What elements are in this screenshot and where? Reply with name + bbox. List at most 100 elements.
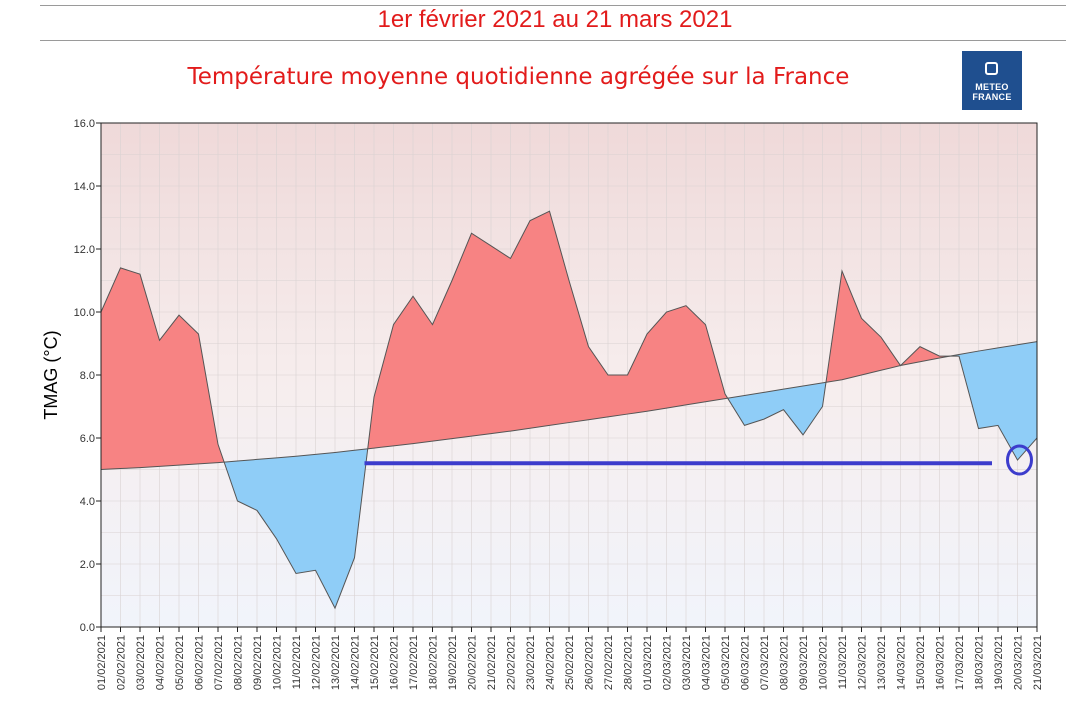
anomaly-area-segment xyxy=(861,318,881,375)
x-tick-label: 23/02/2021 xyxy=(525,635,537,690)
anomaly-area-segment xyxy=(276,456,296,574)
period-title: 1er février 2021 au 21 mars 2021 xyxy=(377,6,733,33)
x-tick-label: 06/03/2021 xyxy=(740,635,752,690)
anomaly-area-segment xyxy=(1017,341,1037,461)
anomaly-area-segment xyxy=(198,334,218,464)
anomaly-area-segment xyxy=(335,450,355,609)
anomaly-area-segment xyxy=(686,305,706,405)
y-tick-label: 10.0 xyxy=(74,307,95,319)
x-tick-label: 09/03/2021 xyxy=(798,635,810,690)
x-tick-label: 21/02/2021 xyxy=(486,635,498,690)
x-tick-label: 07/03/2021 xyxy=(759,635,771,690)
x-tick-label: 04/03/2021 xyxy=(701,635,713,690)
anomaly-area-segment xyxy=(237,459,257,511)
x-tick-label: 10/02/2021 xyxy=(272,635,284,690)
anomaly-area-segment xyxy=(530,211,550,429)
y-tick-label: 14.0 xyxy=(74,181,95,193)
anomaly-area-segment xyxy=(315,452,335,609)
meteo-france-logo: METEO FRANCE xyxy=(962,51,1022,110)
anomaly-area-segment xyxy=(120,267,140,469)
anomaly-area-segment xyxy=(705,324,725,402)
tmag-line xyxy=(101,210,1037,610)
y-tick-label: 0.0 xyxy=(80,622,95,634)
anomaly-area-segment xyxy=(647,312,667,412)
y-axis-label: TMAG (°C) xyxy=(41,330,61,419)
x-tick-label: 17/02/2021 xyxy=(408,635,420,690)
y-tick-label: 8.0 xyxy=(80,370,95,382)
x-tick-label: 20/03/2021 xyxy=(1013,635,1025,690)
anomaly-area-segment xyxy=(803,382,823,435)
anomaly-area-segment xyxy=(101,267,121,470)
x-tick-label: 17/03/2021 xyxy=(954,635,966,690)
x-tick-label: 11/03/2021 xyxy=(837,635,849,689)
x-tick-label: 14/02/2021 xyxy=(350,635,362,690)
x-tick-label: 15/02/2021 xyxy=(369,635,381,690)
y-tick-label: 4.0 xyxy=(80,496,95,508)
anomaly-area-segment xyxy=(881,337,901,371)
anomaly-area-segment xyxy=(627,334,647,415)
x-tick-label: 13/02/2021 xyxy=(330,635,342,690)
x-tick-label: 08/03/2021 xyxy=(779,635,791,690)
y-tick-label: 12.0 xyxy=(74,244,95,256)
x-tick-label: 20/02/2021 xyxy=(467,635,479,690)
y-tick-label: 16.0 xyxy=(74,118,95,130)
x-tick-label: 01/03/2021 xyxy=(642,635,654,690)
x-tick-label: 10/03/2021 xyxy=(818,635,830,690)
y-tick-label: 6.0 xyxy=(80,433,95,445)
x-tick-label: 28/02/2021 xyxy=(623,635,635,690)
x-tick-label: 21/03/2021 xyxy=(1032,635,1044,690)
x-tick-label: 06/02/2021 xyxy=(194,635,206,690)
anomaly-area-segment xyxy=(510,220,530,432)
anomaly-area-segment xyxy=(588,346,608,420)
annotation-circle xyxy=(1006,444,1033,476)
anomaly-area-segment xyxy=(744,392,764,426)
anomaly-area-segment xyxy=(920,346,940,362)
anomaly-area-segment xyxy=(452,233,472,439)
x-tick-label: 02/03/2021 xyxy=(662,635,674,690)
x-tick-label: 12/02/2021 xyxy=(311,635,323,690)
anomaly-area-segment xyxy=(978,347,998,429)
anomaly-area-segment xyxy=(296,454,316,574)
anomaly-area-segment xyxy=(998,344,1018,461)
anomaly-area-segment xyxy=(140,274,160,468)
anomaly-area-segment xyxy=(159,315,179,467)
top-rule xyxy=(40,5,1066,6)
x-tick-label: 04/02/2021 xyxy=(155,635,167,690)
x-tick-label: 26/02/2021 xyxy=(584,635,596,690)
anomaly-area-segment xyxy=(374,324,394,449)
anomaly-area-segment xyxy=(471,233,491,437)
logo-text-line2: FRANCE xyxy=(972,92,1012,102)
x-tick-label: 25/02/2021 xyxy=(564,635,576,690)
x-tick-label: 03/02/2021 xyxy=(135,635,147,690)
anomaly-area-segment xyxy=(393,296,413,446)
x-tick-label: 07/02/2021 xyxy=(213,635,225,690)
x-tick-label: 15/03/2021 xyxy=(915,635,927,690)
anomaly-area-segment xyxy=(569,280,589,423)
x-tick-label: 16/02/2021 xyxy=(389,635,401,690)
anomaly-area-segment xyxy=(666,305,686,409)
anomaly-area-segment xyxy=(257,457,277,539)
x-tick-label: 02/02/2021 xyxy=(116,635,128,690)
x-tick-label: 19/03/2021 xyxy=(993,635,1005,690)
x-tick-label: 08/02/2021 xyxy=(233,635,245,690)
x-tick-label: 03/03/2021 xyxy=(681,635,693,690)
anomaly-area-segment xyxy=(413,296,433,444)
x-tick-label: 09/02/2021 xyxy=(252,635,264,690)
anomaly-area-segment xyxy=(491,245,511,434)
x-tick-label: 11/02/2021 xyxy=(291,635,303,689)
x-tick-label: 05/03/2021 xyxy=(720,635,732,690)
x-tick-label: 13/03/2021 xyxy=(876,635,888,690)
x-tick-label: 27/02/2021 xyxy=(603,635,615,690)
anomaly-area-segment xyxy=(842,271,862,380)
x-tick-label: 01/02/2021 xyxy=(96,635,108,690)
y-tick-label: 2.0 xyxy=(80,559,95,571)
x-tick-label: 19/02/2021 xyxy=(447,635,459,690)
anomaly-area-segment xyxy=(608,375,628,417)
x-tick-label: 12/03/2021 xyxy=(857,635,869,690)
meteo-france-emblem-icon xyxy=(985,62,998,75)
x-tick-label: 24/02/2021 xyxy=(545,635,557,690)
anomaly-area-segment xyxy=(179,315,199,466)
chart-title: Température moyenne quotidienne agrégée … xyxy=(187,64,850,90)
x-tick-label: 05/02/2021 xyxy=(174,635,186,690)
